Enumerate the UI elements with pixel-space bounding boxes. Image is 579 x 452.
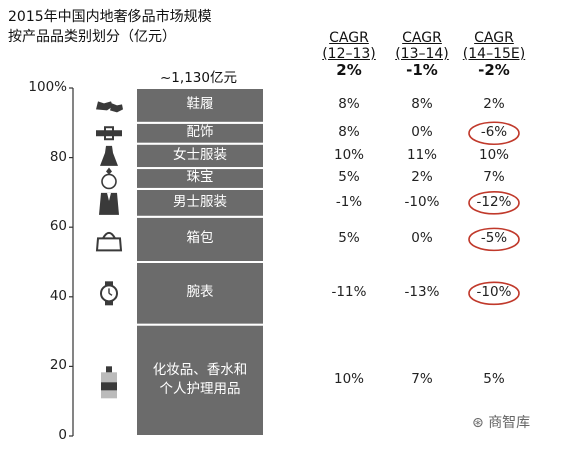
cagr-value: -11% <box>331 284 367 301</box>
segment-label: 鞋履 <box>186 96 214 113</box>
cagr-value: 0% <box>411 230 433 247</box>
cagr-value: -10% <box>476 284 512 301</box>
col-head-cagr-12-13: CAGR (12–13) 2% <box>314 30 384 78</box>
cagr-value: -10% <box>404 193 440 210</box>
cagr-value: 0% <box>411 124 433 141</box>
cagr-value: -12% <box>476 193 512 210</box>
chart-subtitle: 按产品品类别划分（亿元） <box>8 29 176 45</box>
cagr-value: 5% <box>338 169 360 186</box>
segment-label: 腕表 <box>186 284 214 301</box>
belt-icon <box>96 126 122 141</box>
total-cagr-14-15e: -2% <box>478 61 510 79</box>
y-tick-label: 60 <box>49 218 67 235</box>
menswear-icon <box>99 192 119 215</box>
bar-segment <box>135 142 265 170</box>
cagr-value: 8% <box>338 96 360 113</box>
total-cagr-12-13: 2% <box>336 61 362 79</box>
y-tick-label: 40 <box>49 287 67 304</box>
segment-label: 女士服装 <box>173 146 227 163</box>
cagr-value: 11% <box>406 146 437 163</box>
segment-label: 化妆品、香水和 个人护理用品 <box>152 362 248 398</box>
dress-icon <box>100 145 118 166</box>
chart-title: 2015年中国内地奢侈品市场规模 <box>8 9 212 25</box>
y-tick-label: 20 <box>49 357 67 374</box>
segment-label: 珠宝 <box>186 169 214 186</box>
bar-segment <box>135 87 265 124</box>
ring-icon <box>101 167 117 190</box>
cagr-value: 10% <box>333 146 364 163</box>
bar-segment <box>135 215 265 263</box>
handbag-icon <box>95 231 123 252</box>
cosmetics-icon <box>101 366 117 399</box>
cagr-value: -5% <box>480 230 508 247</box>
cagr-value: 8% <box>338 124 360 141</box>
watch-icon <box>100 281 118 306</box>
cagr-value: 2% <box>411 169 433 186</box>
segment-label: 男士服装 <box>173 193 227 210</box>
shoes-icon <box>96 101 123 113</box>
cagr-value: 10% <box>478 146 509 163</box>
col-head-cagr-13-14: CAGR (13–14) -1% <box>387 30 457 78</box>
cagr-value: 10% <box>333 371 364 388</box>
wechat-icon: ⊛ <box>472 415 489 431</box>
cagr-value: 7% <box>411 371 433 388</box>
cagr-value: 2% <box>483 96 505 113</box>
cagr-value: -6% <box>480 124 508 141</box>
highlight-circle <box>468 191 520 215</box>
total-cagr-13-14: -1% <box>406 61 438 79</box>
cagr-value: 7% <box>483 169 505 186</box>
cagr-value: 5% <box>338 230 360 247</box>
bar-segment <box>135 323 265 438</box>
cagr-value: -1% <box>335 193 363 210</box>
cagr-value: 8% <box>411 96 433 113</box>
cagr-value: -13% <box>404 284 440 301</box>
total-label: ~1,130亿元 <box>160 70 237 86</box>
col-head-cagr-14-15e: CAGR (14–15E) -2% <box>459 30 529 78</box>
highlight-circle <box>468 227 520 252</box>
highlight-circle <box>468 281 520 306</box>
highlight-circle <box>468 121 520 146</box>
y-tick-label: 80 <box>49 148 67 165</box>
y-tick-label: 100% <box>28 79 67 95</box>
watermark: ⊛ 商智库 <box>472 415 531 431</box>
segment-label: 箱包 <box>186 230 214 247</box>
y-tick-label: 0 <box>58 427 67 443</box>
cagr-value: 5% <box>483 371 505 388</box>
bar-segment <box>135 261 265 326</box>
segment-label: 配饰 <box>186 124 214 141</box>
